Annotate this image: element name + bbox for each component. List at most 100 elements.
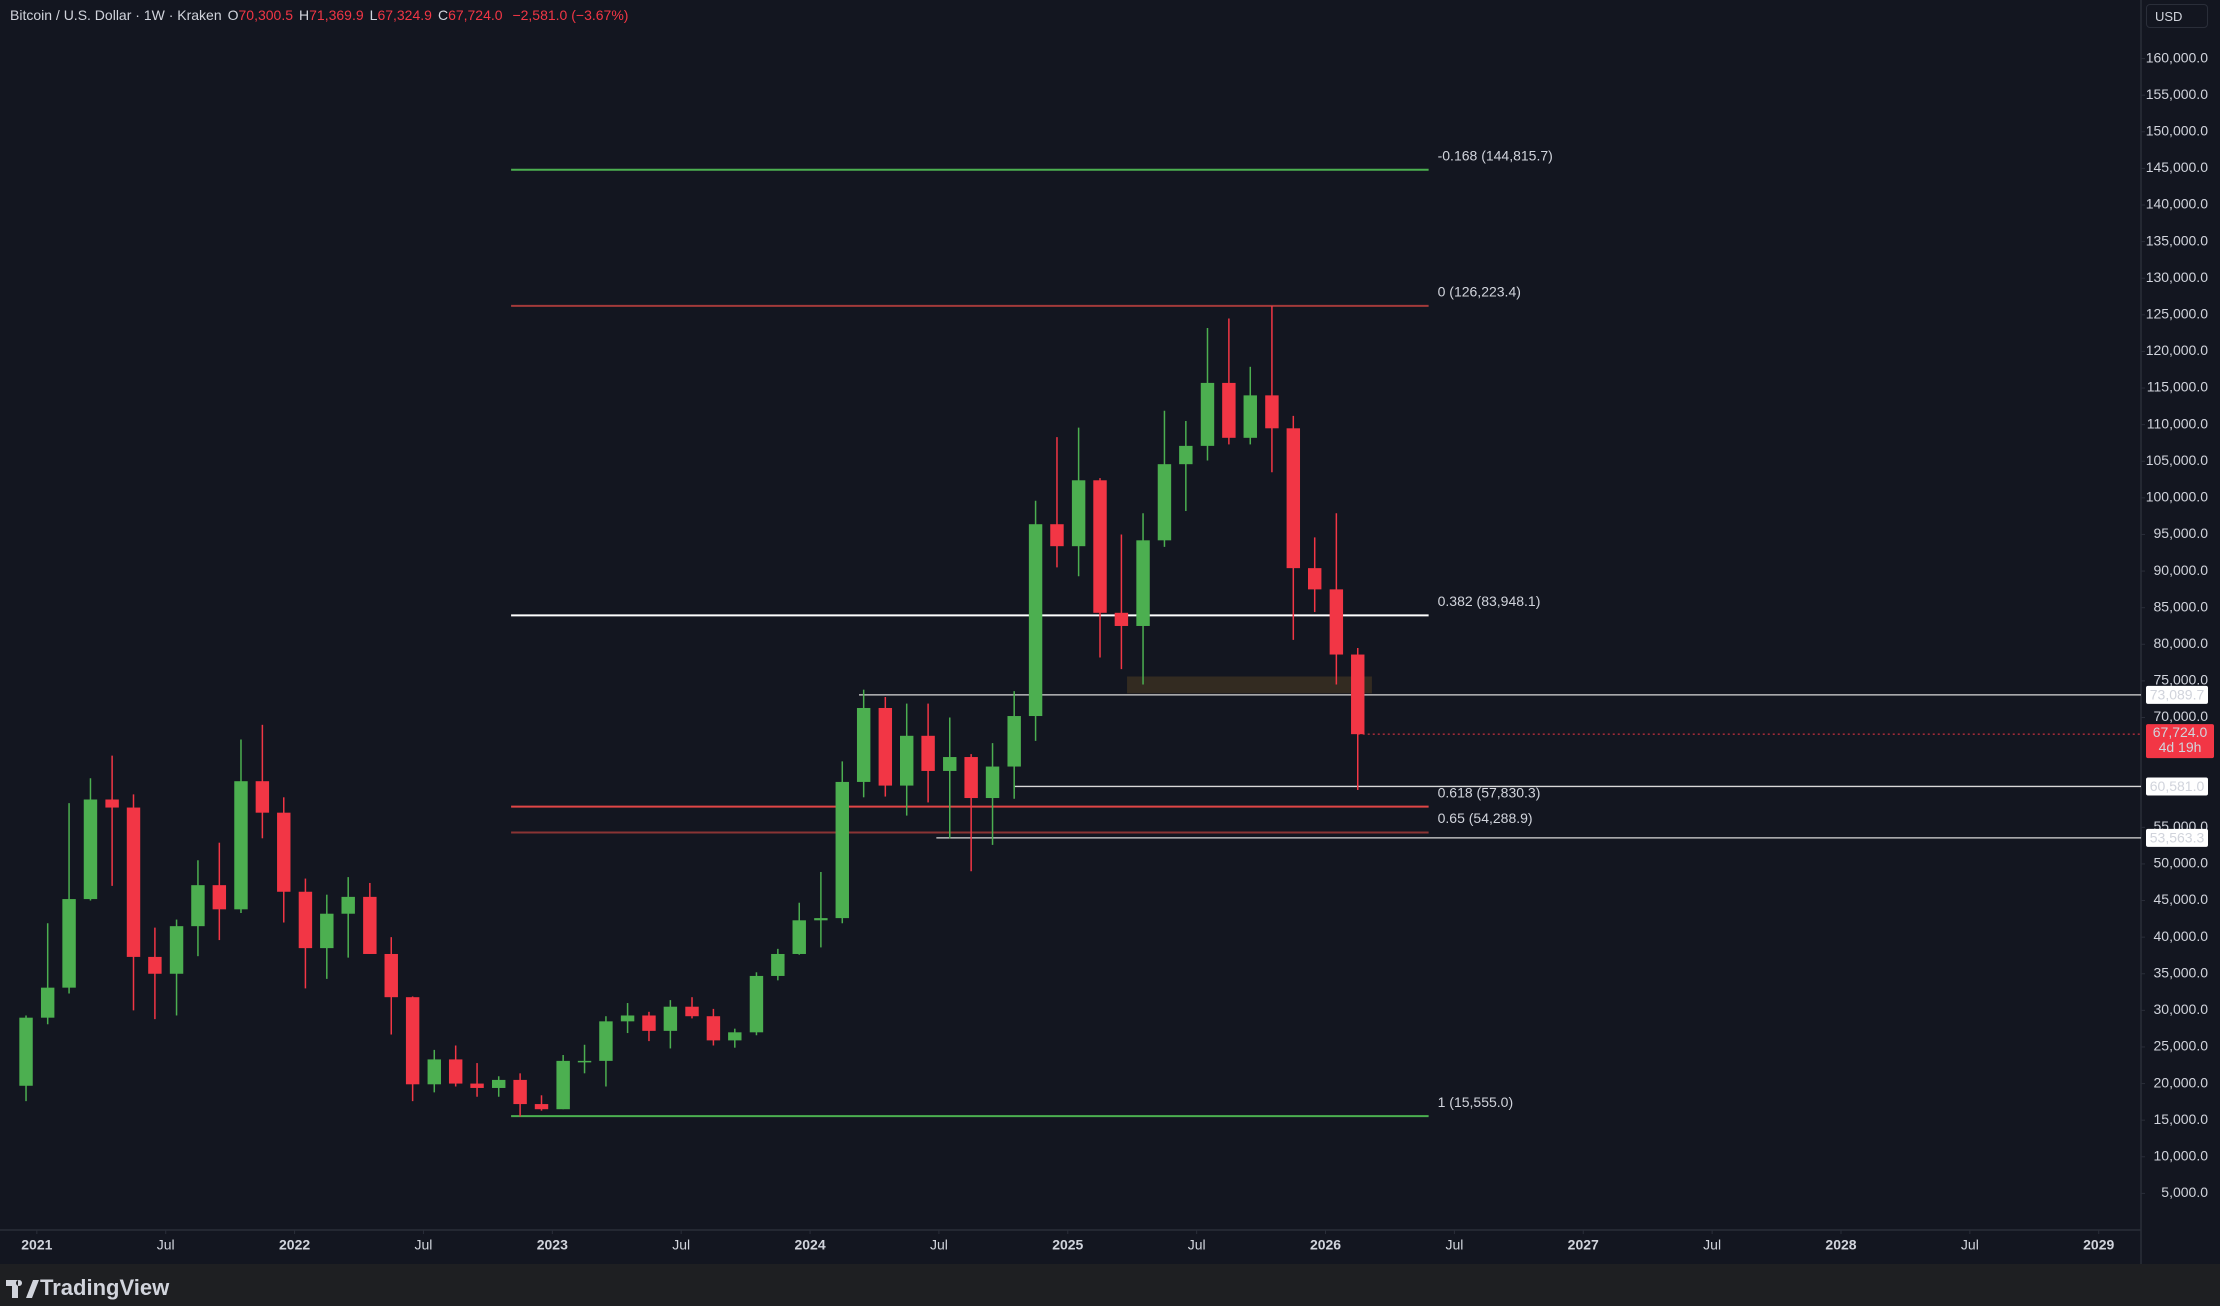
y-tick-label: 115,000.0 [2147, 379, 2208, 395]
y-tick-label: 85,000.0 [2154, 598, 2209, 614]
candle-body [878, 707, 893, 786]
y-tick-label: 45,000.0 [2154, 891, 2209, 907]
ohlc-key: H [299, 7, 310, 23]
candle-body [148, 956, 162, 974]
candle-body [964, 757, 978, 799]
candle-body [620, 1015, 635, 1022]
currency-button[interactable]: USD [2146, 4, 2208, 28]
candle-body [706, 1016, 721, 1041]
candle-body [1050, 524, 1064, 547]
x-tick-label: 2024 [794, 1237, 825, 1253]
y-tick-label: 110,000.0 [2147, 415, 2208, 431]
candle-body [1028, 524, 1043, 717]
y-tick-label: 5,000.0 [2161, 1184, 2208, 1200]
y-tick-label: 30,000.0 [2154, 1001, 2209, 1017]
candle-body [534, 1104, 549, 1110]
ray-price-label: 53,563.3 [2150, 830, 2205, 846]
x-tick-label: 2025 [1052, 1237, 1083, 1253]
fib-level-label: 0 (126,223.4) [1438, 284, 1521, 300]
ohlc-value: 67,324.9 [377, 7, 432, 23]
candle-body [1307, 568, 1322, 590]
fib-level-label: 1 (15,555.0) [1438, 1094, 1514, 1110]
y-tick-label: 160,000.0 [2146, 49, 2208, 65]
candle-body [1071, 480, 1086, 547]
candle-body [126, 807, 141, 957]
y-tick-label: 155,000.0 [2146, 86, 2208, 102]
y-tick-label: 145,000.0 [2146, 159, 2208, 175]
price-zone [1127, 676, 1372, 694]
y-tick-label: 95,000.0 [2154, 525, 2209, 541]
candle-body [105, 799, 119, 808]
candle-body [985, 766, 1000, 799]
last-price-badge [2146, 724, 2214, 759]
x-tick-label: Jul [157, 1237, 175, 1253]
ohlc-value: 67,724.0 [448, 7, 503, 23]
candle-body [1243, 395, 1257, 438]
candle-body [341, 896, 355, 914]
candle-body [577, 1060, 592, 1063]
y-tick-label: 10,000.0 [2154, 1147, 2209, 1163]
y-tick-label: 135,000.0 [2146, 232, 2208, 248]
candle-body [191, 885, 205, 927]
x-tick-label: 2026 [1310, 1237, 1341, 1253]
candle-body [83, 799, 98, 900]
ray-price-label: 60,581.0 [2150, 778, 2205, 794]
candle-body [19, 1017, 33, 1086]
candle-body [556, 1060, 570, 1110]
x-tick-label: Jul [672, 1237, 690, 1253]
candle-body [943, 757, 957, 771]
candle-body [513, 1079, 527, 1105]
fib-level-label: 0.65 (54,288.9) [1438, 810, 1533, 826]
candle-body [405, 997, 420, 1085]
ohlc-key: C [437, 7, 449, 23]
candle-body [642, 1015, 656, 1031]
candle-body [255, 781, 270, 813]
y-tick-label: 130,000.0 [2146, 269, 2208, 285]
x-tick-label: Jul [1703, 1237, 1721, 1253]
candle-body [1286, 428, 1301, 569]
y-tick-label: 40,000.0 [2154, 928, 2209, 944]
candle-body [427, 1059, 441, 1085]
ray-price-badge [2146, 828, 2208, 847]
ray-price-badge [2146, 777, 2208, 796]
candle-body [856, 707, 871, 782]
candle-body [298, 891, 313, 949]
legend-header: Bitcoin / U.S. Dollar · 1W · Kraken O70,3… [10, 7, 628, 23]
change: −2,581.0 (−3.67%) [512, 7, 629, 23]
brand-name: TradingView [40, 1275, 170, 1300]
x-tick-label: Jul [1188, 1237, 1206, 1253]
candle-body [492, 1079, 506, 1088]
candle-body [1351, 654, 1365, 735]
candle-body [1222, 382, 1236, 438]
candle-body [1007, 716, 1021, 767]
ohlc-key: L [369, 7, 378, 23]
candle-body [212, 885, 227, 910]
x-tick-label: 2021 [21, 1237, 52, 1253]
candle-body [685, 1006, 699, 1017]
candle-body [749, 975, 764, 1033]
fib-level-label: 0.618 (57,830.3) [1438, 784, 1541, 800]
y-tick-label: 100,000.0 [2146, 489, 2208, 505]
candle-body [1329, 589, 1344, 655]
y-tick-label: 20,000.0 [2154, 1074, 2209, 1090]
y-tick-label: 140,000.0 [2146, 196, 2208, 212]
bar-countdown: 4d 19h [2159, 739, 2202, 755]
candle-body [234, 781, 248, 910]
x-tick-label: 2027 [1568, 1237, 1599, 1253]
candle-body [363, 896, 377, 954]
candle-body [899, 735, 914, 786]
candle-body [663, 1006, 678, 1031]
candle-body [1114, 612, 1129, 626]
y-tick-label: 105,000.0 [2146, 452, 2208, 468]
symbol: Bitcoin / U.S. Dollar · 1W · Kraken [10, 7, 222, 23]
x-tick-label: Jul [1445, 1237, 1463, 1253]
candle-body [1136, 540, 1150, 626]
candle-body [470, 1083, 484, 1088]
fib-level-label: -0.168 (144,815.7) [1438, 147, 1553, 163]
ohlc-value: 70,300.5 [238, 7, 294, 23]
y-tick-label: 35,000.0 [2154, 964, 2209, 980]
candle-body [835, 781, 849, 919]
